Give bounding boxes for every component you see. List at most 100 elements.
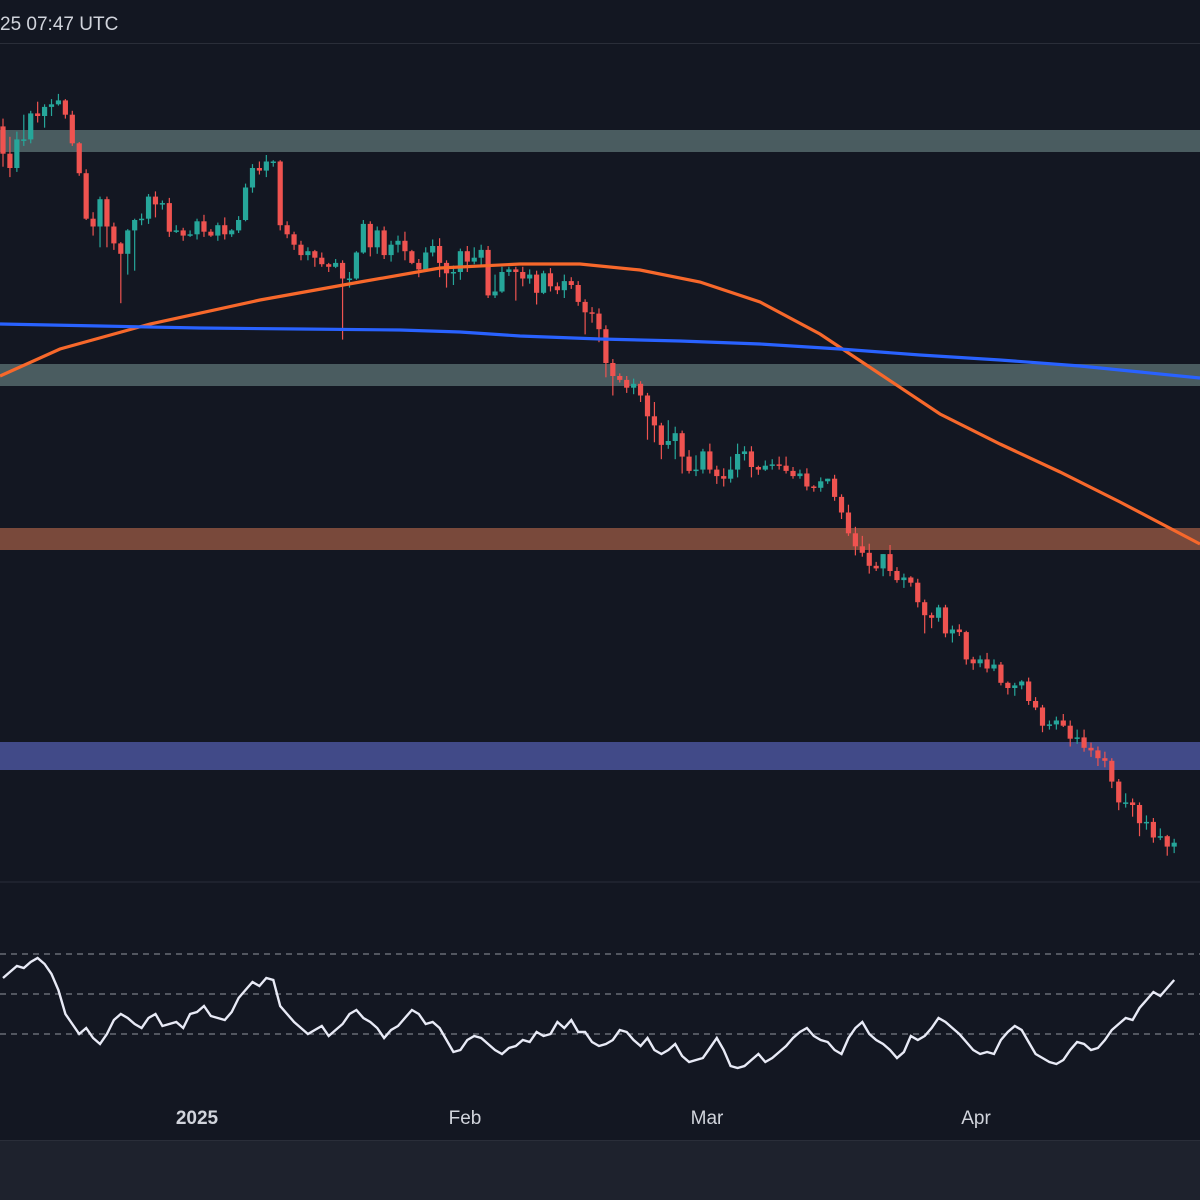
candle — [547, 268, 554, 292]
candle — [797, 469, 803, 479]
zone-resistance-upper — [0, 130, 1200, 152]
candle — [998, 662, 1004, 686]
candle — [1012, 682, 1018, 696]
candle — [1095, 746, 1101, 766]
candle — [1116, 779, 1122, 811]
candle — [69, 110, 75, 146]
candle — [111, 222, 117, 250]
candle — [48, 99, 55, 116]
candle — [693, 455, 699, 477]
candle — [242, 183, 249, 222]
candle — [873, 561, 879, 571]
candle — [922, 599, 928, 634]
candle — [430, 239, 436, 257]
candle — [353, 251, 360, 280]
candle — [492, 274, 498, 298]
candle — [700, 448, 706, 474]
candle — [790, 467, 796, 479]
candle — [249, 164, 256, 193]
candle — [118, 242, 124, 304]
candle — [1171, 838, 1177, 854]
candle — [83, 169, 89, 220]
candle — [1143, 815, 1150, 830]
candle — [665, 420, 671, 449]
candle — [603, 325, 609, 378]
candle — [949, 625, 956, 643]
time-axis: 2025 Feb Mar Apr — [0, 1100, 1200, 1140]
candle — [769, 459, 775, 470]
candle — [35, 101, 41, 123]
candle — [658, 422, 664, 460]
time-tick-mar: Mar — [690, 1108, 724, 1129]
candle — [284, 221, 290, 239]
candle — [229, 229, 235, 237]
candle — [471, 247, 477, 265]
candle — [367, 221, 373, 257]
candle — [589, 307, 595, 323]
candle — [381, 226, 387, 259]
candle — [0, 118, 6, 167]
zone-layer — [0, 130, 1200, 770]
candle — [554, 282, 560, 295]
candle — [942, 604, 949, 638]
candle — [783, 456, 789, 474]
candle — [7, 136, 13, 178]
candle — [270, 160, 276, 167]
candle — [201, 214, 207, 237]
candle — [215, 222, 221, 241]
candle — [326, 262, 332, 272]
candle — [159, 200, 165, 210]
candle — [561, 274, 567, 298]
candle — [97, 196, 103, 248]
candle — [395, 235, 401, 253]
candle — [707, 443, 713, 474]
candle — [776, 456, 782, 470]
candle — [929, 612, 935, 629]
candle — [416, 259, 422, 278]
candle — [62, 99, 68, 119]
candle — [222, 217, 228, 240]
candle — [236, 216, 242, 233]
candle — [208, 229, 214, 237]
time-tick-apr: Apr — [961, 1108, 991, 1129]
candle — [132, 218, 138, 271]
candle — [374, 226, 380, 254]
candle — [894, 567, 900, 583]
candle — [1088, 742, 1094, 757]
candle — [728, 456, 734, 483]
candle — [263, 155, 269, 178]
candle — [152, 191, 159, 218]
candle — [104, 196, 110, 248]
candle — [21, 114, 27, 146]
chart-header: 25 07:47 UTC — [0, 0, 1200, 44]
candle — [631, 378, 637, 395]
candle — [312, 249, 318, 267]
candle — [360, 220, 366, 254]
candle — [804, 468, 810, 491]
candle — [908, 576, 914, 587]
candle — [1164, 834, 1170, 856]
rsi-line — [2, 956, 1176, 1070]
ma-layer — [0, 262, 1200, 546]
candle — [339, 260, 346, 340]
candle — [1157, 828, 1163, 841]
candle — [1026, 677, 1032, 705]
candle — [734, 443, 741, 478]
candle — [527, 269, 533, 284]
candle — [173, 225, 179, 233]
candle — [617, 373, 623, 383]
candle — [298, 240, 304, 261]
candle — [534, 270, 540, 305]
candle — [1129, 798, 1136, 817]
candle — [755, 465, 761, 475]
candle — [1019, 680, 1025, 690]
candle — [1005, 681, 1011, 695]
candle — [145, 194, 152, 224]
candle — [818, 477, 824, 492]
candle — [305, 247, 311, 261]
timestamp-label: 25 07:47 UTC — [0, 14, 119, 35]
candle — [277, 160, 283, 231]
candle — [624, 376, 630, 393]
price-chart[interactable] — [0, 44, 1200, 1100]
candle — [1032, 697, 1039, 711]
